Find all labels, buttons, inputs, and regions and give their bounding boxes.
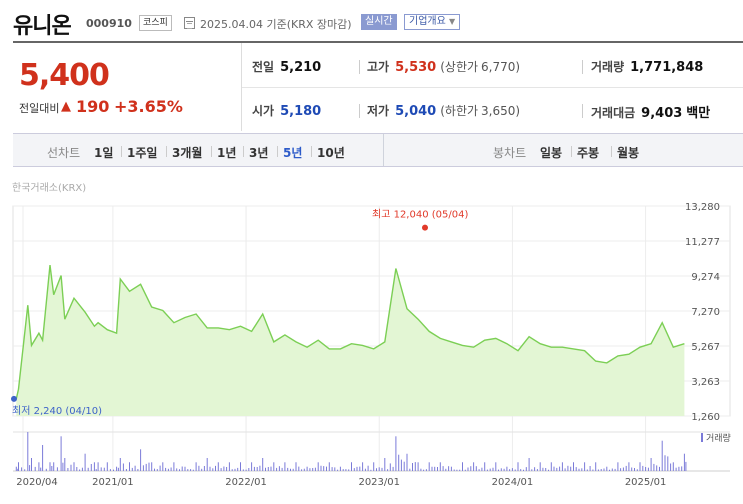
period-tab-5[interactable]: 5년 [283, 146, 303, 160]
candle-tab-1[interactable]: 주봉 [577, 146, 600, 160]
x-tick-label: 2023/01 [358, 477, 400, 488]
price-box: 5,400 전일대비 ▲ 190 +3.65% [13, 43, 242, 131]
data-source: 한국거래소(KRX) [12, 183, 87, 194]
low-label: 저가 [367, 104, 390, 118]
tab-separator [121, 146, 122, 157]
stock-name: 유니온 [13, 14, 72, 39]
prev-close-label: 전일 [252, 60, 275, 74]
volume-swatch [701, 433, 703, 442]
volume-label: 거래량 [591, 60, 625, 74]
y-tick-label: 5,267 [691, 342, 720, 353]
open-value: 5,180 [280, 104, 322, 119]
open-cell: 시가 5,180 [252, 102, 321, 119]
tab-separator [243, 146, 244, 157]
price-info-grid: 전일 5,210 고가 5,530 (상한가 6,770) 거래량 1,771,848 시… [242, 43, 743, 131]
trade-value-unit: 백만 [686, 106, 711, 121]
period-tab-6[interactable]: 10년 [317, 146, 345, 160]
max-annotation-label: 최고 12,040 (05/04) [372, 209, 468, 221]
y-tick-label: 9,274 [691, 272, 720, 283]
volume-cell: 거래량 1,771,848 [591, 58, 703, 75]
open-label: 시가 [252, 104, 275, 118]
prev-close-cell: 전일 5,210 [252, 58, 321, 75]
period-tab-2[interactable]: 3개월 [172, 146, 203, 160]
period-tab-0[interactable]: 1일 [94, 146, 114, 160]
date-text: 2025.04.04 기준(KRX 장마감) [200, 18, 352, 31]
tab-separator [277, 146, 278, 157]
x-tick-label: 2021/01 [92, 477, 134, 488]
separator [582, 104, 583, 118]
company-info-button[interactable]: 기업개요 ▼ [404, 14, 461, 30]
lower-limit-value: 3,650) [481, 104, 521, 118]
x-tick-label: 2022/01 [225, 477, 267, 488]
up-arrow-icon: ▲ [61, 99, 71, 114]
low-cell: 저가 5,040 (하한가 3,650) [367, 102, 520, 119]
period-tab-4[interactable]: 3년 [249, 146, 269, 160]
tab-separator [311, 146, 312, 157]
row-divider [242, 87, 743, 88]
change-label: 전일대비 [19, 102, 60, 115]
max-point-marker [422, 224, 428, 231]
market-badge: 코스피 [139, 15, 172, 31]
tab-separator [166, 146, 167, 157]
trade-value-cell: 거래대금 9,403 백만 [591, 102, 710, 121]
tab-separator [571, 146, 572, 157]
volume-legend: 거래량 [701, 431, 731, 444]
price-line [15, 265, 685, 400]
prev-close-value: 5,210 [280, 60, 322, 75]
tab-separator [211, 146, 212, 157]
y-tick-label: 7,270 [691, 307, 720, 318]
high-value: 5,530 [395, 60, 437, 75]
upper-limit-label: (상한가 [440, 60, 479, 74]
candle-chart-label: 봉차트 [493, 146, 527, 160]
y-tick-label: 3,263 [691, 377, 720, 388]
min-annotation-label: 최저 2,240 (04/10) [12, 405, 102, 417]
x-tick-label: 2024/01 [492, 477, 534, 488]
line-chart-label: 선차트 [47, 146, 81, 160]
period-tab-3[interactable]: 1년 [217, 146, 237, 160]
candle-tab-0[interactable]: 일봉 [540, 146, 563, 160]
volume-value: 1,771,848 [630, 60, 704, 75]
header-divider [13, 41, 743, 43]
tab-separator [611, 146, 612, 157]
current-price: 5,400 [19, 58, 110, 93]
y-tick-label: 11,277 [685, 237, 720, 248]
chart-period-bar: 선차트 1일 1주일 3개월 1년 3년 5년 10년 봉차트 일봉 주봉 월봉 [13, 133, 743, 167]
stock-code: 000910 [86, 17, 132, 30]
upper-limit-value: 6,770) [481, 60, 521, 74]
y-tick-label: 1,260 [691, 412, 720, 423]
volume-legend-label: 거래량 [706, 434, 731, 444]
high-cell: 고가 5,530 (상한가 6,770) [367, 58, 520, 75]
x-tick-label: 2020/04 [16, 477, 58, 488]
lower-limit-label: (하한가 [440, 104, 479, 118]
min-point-marker [11, 395, 17, 402]
change-percent: +3.65% [114, 97, 183, 116]
low-value: 5,040 [395, 104, 437, 119]
calendar-icon [184, 17, 195, 29]
separator [359, 60, 360, 74]
stock-header: 유니온 000910 코스피 2025.04.04 기준(KRX 장마감) 실시… [0, 0, 743, 42]
high-label: 고가 [367, 60, 390, 74]
change-amount: 190 [76, 97, 110, 116]
price-area-fill [16, 265, 685, 416]
candle-tab-2[interactable]: 월봉 [617, 146, 640, 160]
price-chart: 13,280 11,277 9,274 7,270 5,267 3,263 1,260 202… [11, 202, 731, 488]
separator [359, 104, 360, 118]
trade-value-value: 9,403 [641, 106, 683, 121]
y-tick-label: 13,280 [685, 202, 720, 213]
trade-value-label: 거래대금 [591, 106, 636, 120]
realtime-button[interactable]: 실시간 [361, 14, 397, 30]
separator [582, 60, 583, 74]
bar-divider [383, 134, 384, 166]
x-tick-label: 2025/01 [625, 477, 667, 488]
company-info-label: 기업개요 [409, 16, 446, 27]
chevron-down-icon: ▼ [449, 17, 456, 26]
period-tab-1[interactable]: 1주일 [127, 146, 158, 160]
